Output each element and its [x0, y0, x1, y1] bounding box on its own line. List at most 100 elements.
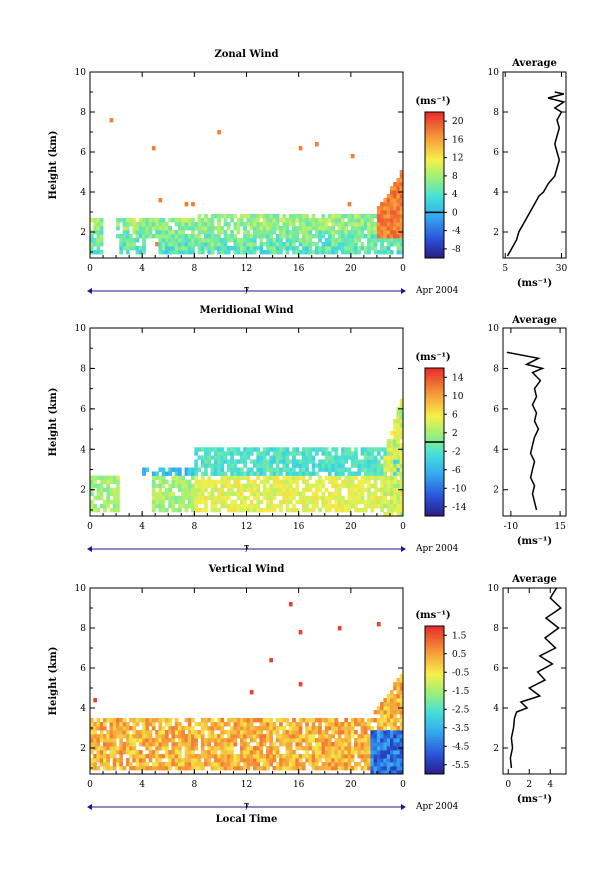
- colorbar-segment: [425, 633, 444, 637]
- colorbar-segment: [425, 749, 444, 753]
- colorbar-segment: [425, 737, 444, 740]
- average-y-tick-label: 10: [488, 324, 500, 334]
- x-axis-label: Local Time: [216, 814, 278, 825]
- average-x-tick-label: 2: [526, 780, 532, 790]
- date-label: Apr 2004: [415, 286, 459, 296]
- colorbar-segment: [425, 138, 444, 142]
- x-tick-label: 8: [191, 522, 197, 532]
- colorbar-segment: [425, 456, 444, 460]
- day-label: 7: [244, 287, 250, 297]
- colorbar-segment: [425, 461, 444, 465]
- average-profile-line: [506, 351, 545, 511]
- colorbar-segment: [425, 422, 444, 426]
- colorbar-segment: [425, 437, 444, 441]
- colorbar-segment: [425, 746, 444, 750]
- colorbar-segment: [425, 409, 444, 413]
- colorbar-segment: [425, 451, 444, 455]
- colorbar-segment: [425, 248, 444, 252]
- colorbar-tick-label: 6: [452, 410, 458, 420]
- colorbar-segment: [425, 163, 444, 166]
- colorbar-segment: [425, 414, 444, 418]
- colorbar-segment: [425, 417, 444, 421]
- colorbar-segment: [425, 483, 444, 487]
- colorbar-segment: [425, 724, 444, 728]
- x-tick-label: 0: [400, 780, 406, 790]
- colorbar-segment: [425, 702, 444, 706]
- x-tick-label: 0: [400, 522, 406, 532]
- average-profile-line: [509, 587, 562, 769]
- average-y-tick-label: 6: [493, 664, 499, 674]
- y-tick-label: 2: [80, 486, 86, 496]
- colorbar-segment: [425, 635, 444, 639]
- date-axis-arrow-right: [401, 288, 406, 294]
- colorbar-segment: [425, 759, 444, 763]
- colorbar-segment: [425, 630, 444, 634]
- average-y-tick-label: 2: [493, 228, 499, 238]
- colorbar-segment: [425, 126, 444, 130]
- colorbar-segment: [425, 187, 444, 191]
- colorbar-segment: [425, 486, 444, 490]
- colorbar-segment: [425, 380, 444, 384]
- colorbar-segment: [425, 444, 444, 448]
- colorbar-segment: [425, 658, 444, 662]
- colorbar-segment: [425, 685, 444, 689]
- colorbar-segment: [425, 439, 444, 443]
- y-axis-label: Height (km): [48, 388, 59, 457]
- average-title: Average: [511, 574, 557, 585]
- date-axis-arrow-right: [401, 804, 406, 810]
- colorbar-tick-label: -8: [452, 245, 461, 255]
- colorbar-segment: [425, 722, 444, 726]
- colorbar-segment: [425, 214, 444, 218]
- colorbar-segment: [425, 228, 444, 232]
- colorbar-segment: [425, 182, 444, 186]
- colorbar-segment: [425, 771, 444, 775]
- average-x-tick-label: 0: [505, 780, 511, 790]
- x-tick-label: 16: [293, 522, 305, 532]
- colorbar-segment: [425, 628, 444, 632]
- average-y-tick-label: 10: [488, 68, 500, 78]
- colorbar-segment: [425, 660, 444, 664]
- x-tick-label: 20: [345, 522, 357, 532]
- colorbar-segment: [425, 216, 444, 220]
- x-tick-label: 0: [87, 780, 93, 790]
- day-label: 7: [244, 545, 250, 555]
- colorbar-segment: [425, 687, 444, 691]
- colorbar-segment: [425, 412, 444, 416]
- x-tick-label: 12: [241, 780, 252, 790]
- colorbar-tick-label: -4.5: [452, 742, 470, 752]
- colorbar-segment: [425, 129, 444, 132]
- colorbar-segment: [425, 392, 444, 396]
- colorbar-segment: [425, 387, 444, 391]
- colorbar-segment: [425, 397, 444, 401]
- average-title: Average: [511, 58, 557, 69]
- colorbar-segment: [425, 707, 444, 711]
- y-tick-label: 6: [80, 405, 86, 415]
- average-y-tick-label: 8: [493, 108, 499, 118]
- colorbar-segment: [425, 168, 444, 171]
- colorbar-segment: [425, 680, 444, 684]
- colorbar-segment: [425, 491, 444, 495]
- colorbar-segment: [425, 238, 444, 242]
- x-tick-label: 12: [241, 264, 252, 274]
- colorbar-segment: [425, 769, 444, 773]
- date-label: Apr 2004: [415, 802, 459, 812]
- colorbar-segment: [425, 496, 444, 500]
- colorbar-segment: [425, 400, 444, 404]
- average-x-tick-label: 4: [547, 780, 553, 790]
- colorbar-segment: [425, 695, 444, 699]
- colorbar-segment: [425, 177, 444, 181]
- colorbar-segment: [425, 643, 444, 647]
- colorbar-segment: [425, 192, 444, 196]
- colorbar-segment: [425, 648, 444, 652]
- colorbar-segment: [425, 729, 444, 733]
- average-y-tick-label: 4: [493, 704, 499, 714]
- colorbar-tick-label: 0.5: [452, 650, 467, 660]
- colorbar-segment: [425, 449, 444, 453]
- date-axis-arrow-left: [87, 546, 92, 552]
- colorbar-segment: [425, 131, 444, 135]
- average-y-tick-label: 2: [493, 486, 499, 496]
- colorbar-segment: [425, 223, 444, 227]
- colorbar-segment: [425, 219, 444, 222]
- colorbar-segment: [425, 719, 444, 723]
- colorbar-segment: [425, 700, 444, 703]
